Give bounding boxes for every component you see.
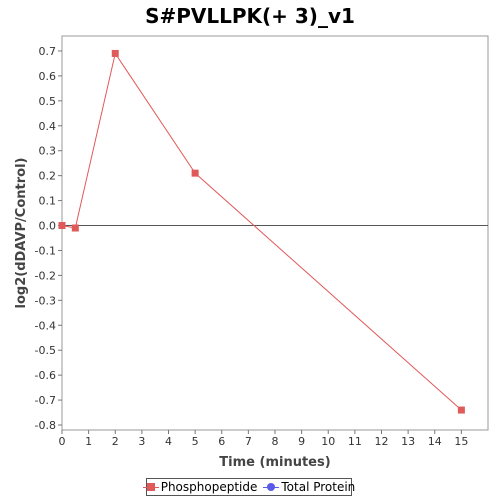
y-tick-label: -0.8 bbox=[35, 419, 56, 432]
y-tick-label: 0.2 bbox=[39, 170, 57, 183]
y-tick-label: 0.6 bbox=[39, 70, 57, 83]
x-tick-label: 14 bbox=[428, 435, 442, 448]
x-tick-label: 1 bbox=[85, 435, 92, 448]
y-tick-label: 0.5 bbox=[39, 95, 57, 108]
legend: Phosphopeptide Total Protein bbox=[142, 478, 355, 496]
data-point-phosphopeptide bbox=[191, 169, 199, 177]
x-tick-label: 4 bbox=[165, 435, 172, 448]
y-tick-label: -0.2 bbox=[35, 269, 56, 282]
x-tick-label: 12 bbox=[375, 435, 389, 448]
x-tick-label: 9 bbox=[298, 435, 305, 448]
x-tick-label: 7 bbox=[245, 435, 252, 448]
data-point-phosphopeptide bbox=[111, 49, 119, 57]
y-tick-label: -0.3 bbox=[35, 294, 56, 307]
legend-swatch-phosphopeptide bbox=[142, 482, 159, 492]
legend-item-phosphopeptide: Phosphopeptide bbox=[142, 480, 258, 494]
y-tick-label: -0.6 bbox=[35, 369, 56, 382]
y-tick-label: -0.5 bbox=[35, 344, 56, 357]
y-tick-label: -0.4 bbox=[35, 319, 56, 332]
y-axis-label: log2(dDAVP/Control) bbox=[14, 158, 29, 309]
chart-title: S#PVLLPK(+ 3)_v1 bbox=[145, 4, 355, 28]
data-point-phosphopeptide bbox=[71, 224, 79, 232]
x-tick-label: 10 bbox=[321, 435, 335, 448]
y-tick-label: 0.0 bbox=[39, 220, 57, 233]
legend-swatch-total-protein bbox=[263, 482, 280, 492]
legend-label-total-protein: Total Protein bbox=[281, 480, 356, 494]
x-tick-label: 3 bbox=[138, 435, 145, 448]
x-axis-label: Time (minutes) bbox=[219, 455, 330, 470]
y-tick-label: -0.7 bbox=[35, 394, 56, 407]
y-tick-label: 0.7 bbox=[39, 45, 57, 58]
data-point-phosphopeptide bbox=[58, 222, 66, 230]
legend-square-icon bbox=[146, 483, 155, 491]
x-tick-label: 2 bbox=[112, 435, 119, 448]
y-tick-label: 0.3 bbox=[39, 145, 57, 158]
y-tick-label: 0.4 bbox=[39, 120, 57, 133]
x-tick-label: 15 bbox=[454, 435, 468, 448]
data-point-phosphopeptide bbox=[457, 406, 465, 414]
legend-item-total-protein: Total Protein bbox=[263, 480, 355, 494]
x-tick-label: 0 bbox=[59, 435, 66, 448]
x-tick-label: 11 bbox=[348, 435, 362, 448]
legend-circle-icon bbox=[267, 483, 276, 491]
plot-area bbox=[61, 35, 489, 431]
x-tick-label: 6 bbox=[218, 435, 225, 448]
y-tick-label: 0.1 bbox=[39, 195, 57, 208]
y-tick-label: -0.1 bbox=[35, 244, 56, 257]
legend-label-phosphopeptide: Phosphopeptide bbox=[160, 480, 258, 494]
x-tick-label: 5 bbox=[192, 435, 199, 448]
x-tick-label: 8 bbox=[272, 435, 279, 448]
x-tick-label: 13 bbox=[401, 435, 415, 448]
